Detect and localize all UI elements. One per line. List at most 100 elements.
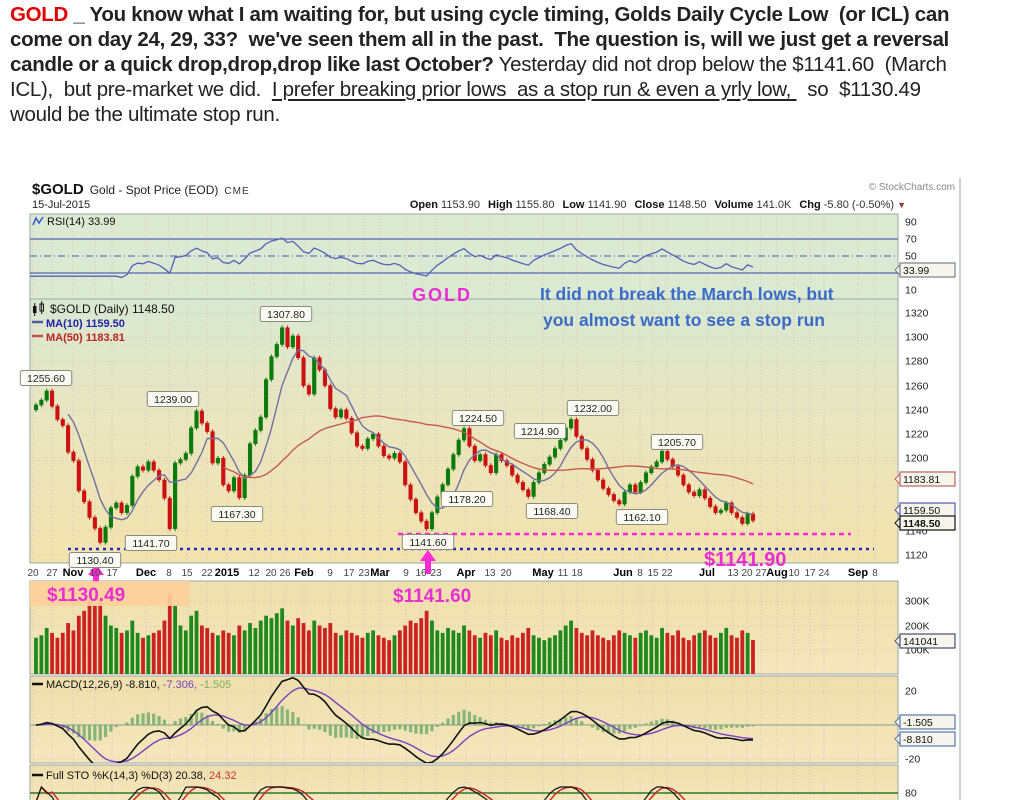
- price-callout-text: 1168.40: [533, 506, 570, 518]
- x-axis-tick: Apr: [457, 567, 477, 579]
- macd-histogram-bar: [109, 725, 113, 732]
- x-axis-tick: 9: [327, 568, 333, 579]
- macd-histogram-bar: [344, 725, 348, 738]
- macd-histogram-bar: [285, 709, 290, 725]
- candle-body: [264, 379, 269, 418]
- annotation-note-line1: It did not break the March lows, but: [540, 284, 834, 304]
- macd-histogram-bar: [189, 714, 193, 725]
- macd-histogram-bar: [61, 725, 65, 729]
- macd-histogram-bar: [537, 725, 541, 727]
- x-axis-tick: Dec: [136, 567, 156, 579]
- volume-bar: [290, 625, 295, 674]
- x-axis-tick: 22: [661, 568, 673, 579]
- macd-histogram-bar: [114, 725, 118, 728]
- macd-histogram-bar: [350, 725, 354, 739]
- volume-bar: [60, 632, 65, 674]
- volume-bar: [483, 632, 488, 674]
- volume-bar: [414, 623, 418, 674]
- macd-histogram-bar: [612, 725, 616, 734]
- macd-histogram-bar: [580, 721, 584, 725]
- candle-body: [526, 489, 531, 497]
- volume-bar: [98, 598, 103, 674]
- macd-histogram-bar: [339, 725, 343, 738]
- macd-histogram-bar: [473, 715, 477, 725]
- macd-legend-hist: -1.505: [200, 679, 231, 691]
- macd-histogram-bar: [269, 709, 274, 725]
- candle-body: [654, 461, 659, 467]
- price-axis-tick: 1120: [905, 550, 928, 562]
- volume-bar: [194, 610, 199, 674]
- macd-histogram-bar: [205, 715, 209, 725]
- price-axis-box-text: 1148.50: [903, 518, 941, 530]
- candle-body: [242, 474, 247, 499]
- candle-body: [306, 385, 311, 395]
- ma10-legend: MA(10) 1159.50: [46, 318, 125, 330]
- macd-histogram-bar: [489, 722, 493, 725]
- volume-bar: [724, 627, 729, 674]
- candle-body: [253, 430, 258, 444]
- macd-histogram-bar: [430, 725, 434, 732]
- macd-histogram-bar: [558, 718, 562, 725]
- x-axis-tick: 18: [571, 568, 583, 579]
- volume-bar: [296, 618, 301, 674]
- price-axis-tick: 1240: [905, 405, 929, 417]
- macd-histogram-bar: [526, 725, 530, 730]
- quote-label-open: Open: [409, 199, 438, 211]
- volume-bar: [702, 630, 707, 674]
- volume-bar: [157, 630, 161, 674]
- quote-value-open: 1153.90: [437, 199, 480, 211]
- ma10-line: [67, 349, 754, 521]
- x-axis-tick: 20: [741, 568, 753, 579]
- candle-body: [274, 344, 279, 357]
- volume-bar: [387, 640, 392, 674]
- candle-body: [552, 448, 558, 458]
- quote-label-chg: Chg: [799, 199, 821, 211]
- candle-body: [199, 410, 204, 424]
- candle-body: [408, 484, 413, 500]
- macd-histogram-bar: [708, 725, 712, 730]
- candle-body: [33, 404, 39, 411]
- candle-body: [397, 453, 402, 463]
- macd-axis-box: [899, 731, 956, 747]
- candle-body: [574, 419, 579, 437]
- volume-bar: [55, 637, 60, 674]
- x-axis-tick: 27: [755, 568, 767, 579]
- volume-bar: [606, 640, 611, 674]
- x-axis-tick: 13: [484, 568, 496, 579]
- volume-bar: [638, 632, 643, 674]
- chg-down-arrow-icon[interactable]: ▼: [897, 200, 906, 210]
- macd-histogram-bar: [542, 724, 546, 725]
- macd-histogram-bar: [136, 714, 140, 725]
- macd-histogram-bar: [478, 717, 482, 725]
- post-regular-1: Yesterday did not drop below the $1141.6…: [10, 53, 953, 101]
- volume-bar: [686, 640, 691, 674]
- chart-date: 15-Jul-2015: [32, 199, 91, 211]
- candle-body: [542, 464, 547, 473]
- volume-bar: [611, 635, 616, 674]
- candle-body: [413, 499, 418, 513]
- volume-bar: [248, 623, 252, 674]
- macd-histogram-bar: [355, 725, 359, 739]
- macd-histogram-bar: [334, 725, 338, 738]
- volume-bar: [585, 635, 590, 674]
- candle-body: [82, 490, 87, 503]
- macd-histogram-bar: [34, 725, 38, 726]
- volume-bar: [264, 615, 268, 674]
- x-axis-tick: 2015: [215, 567, 239, 579]
- x-axis-tick: 27: [46, 568, 58, 579]
- macd-histogram-bar: [606, 725, 611, 734]
- candle-body: [435, 496, 440, 513]
- price-callout: [566, 400, 620, 416]
- macd-histogram-bar: [221, 725, 225, 729]
- volume-bar: [178, 625, 183, 674]
- candle-body: [601, 479, 606, 489]
- candle-body: [151, 461, 156, 471]
- volume-bar: [397, 630, 402, 674]
- volume-bar: [745, 632, 750, 674]
- volume-bar: [692, 635, 697, 674]
- candle-body: [178, 459, 183, 464]
- annotation-price-1141-60: $1141.60: [393, 586, 471, 607]
- macd-histogram-bar: [746, 725, 750, 727]
- sto-series: [30, 785, 898, 800]
